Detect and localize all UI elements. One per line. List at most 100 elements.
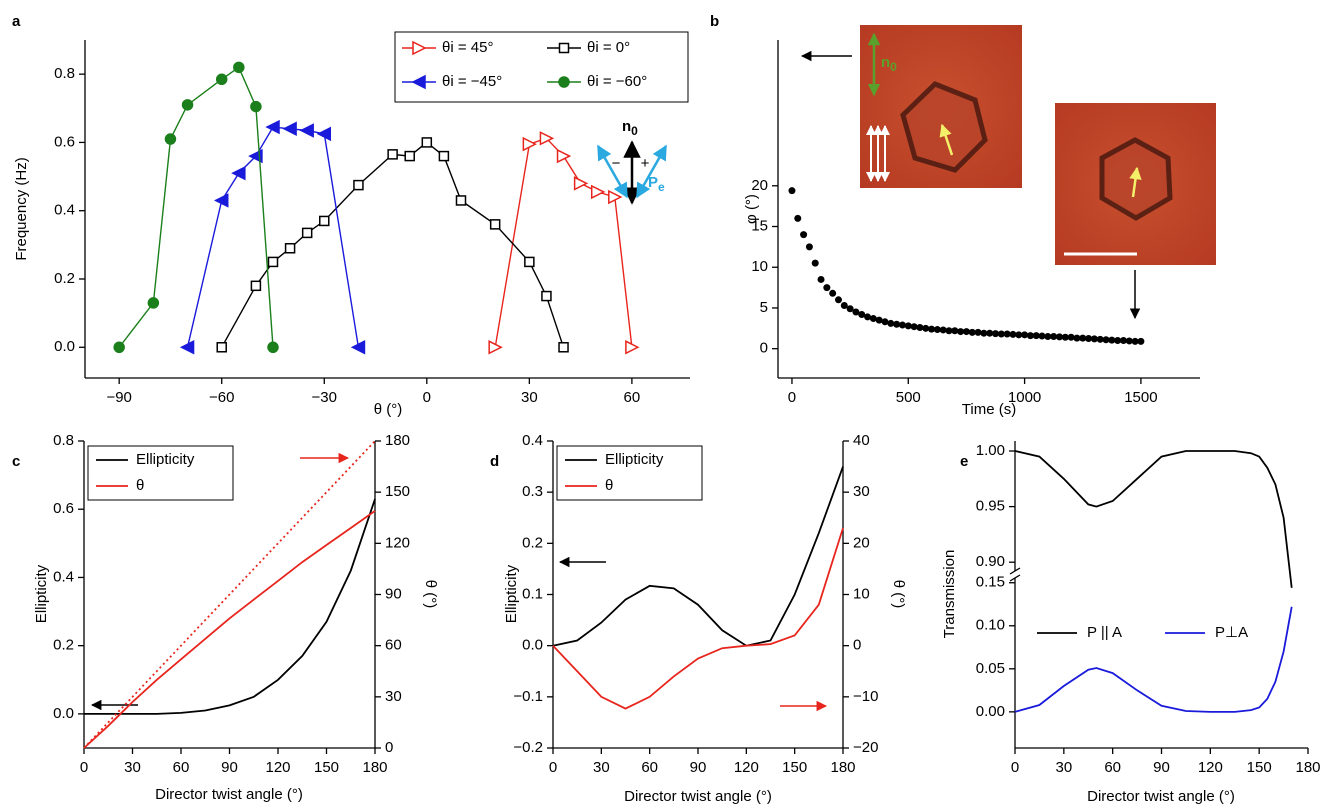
point	[1050, 332, 1058, 340]
annotation-sub: 0	[631, 124, 638, 138]
point	[164, 133, 177, 145]
point	[113, 341, 125, 354]
y-tick-label: 0.8	[54, 65, 75, 82]
point	[794, 214, 802, 222]
x-tick-label: −30	[312, 389, 337, 406]
x-tick-label: 60	[1104, 759, 1121, 776]
annotation: +	[641, 155, 650, 172]
y2-tick-label: 90	[385, 585, 402, 602]
y-tick-label: 0.90	[976, 553, 1005, 570]
point	[968, 328, 976, 336]
point	[1021, 331, 1029, 339]
panel-label: d	[490, 453, 499, 470]
point	[1137, 337, 1145, 345]
y-axis-label: Transmission	[941, 550, 958, 639]
point	[811, 259, 819, 267]
point	[181, 99, 194, 111]
y2-tick-label: 120	[385, 534, 410, 551]
point	[522, 136, 538, 152]
annotation-sub: e	[658, 180, 665, 194]
y-tick-label: 0.0	[54, 338, 75, 355]
x-tick-label: 90	[221, 759, 238, 776]
inset-diagram: n0 − + Pe	[596, 118, 668, 205]
point	[387, 149, 398, 160]
series-line	[221, 141, 565, 348]
legend-label: θi = 45°	[442, 39, 493, 56]
polarization-arrow	[635, 144, 668, 199]
y2-tick-label: 60	[385, 637, 402, 654]
point	[1032, 332, 1040, 340]
x-tick-label: 120	[1198, 759, 1223, 776]
point	[147, 297, 160, 309]
point	[524, 256, 535, 268]
point	[1119, 337, 1127, 345]
point	[980, 329, 988, 337]
x-tick-label: 150	[782, 759, 807, 776]
point	[1125, 337, 1133, 345]
x-tick-label: 30	[1055, 759, 1072, 776]
y-tick-label: 0.15	[976, 574, 1005, 591]
x-axis-label: θ (°)	[374, 401, 403, 418]
point	[840, 302, 848, 310]
point	[1067, 333, 1075, 341]
x-tick-label: 60	[624, 389, 641, 406]
y-tick-label: 0.6	[54, 133, 75, 150]
x-tick-label: 0	[549, 759, 557, 776]
y-tick-label: 0.4	[522, 432, 543, 449]
legend-label: Ellipticity	[605, 451, 664, 468]
point	[1044, 332, 1052, 340]
y-tick-label: 0.0	[53, 705, 74, 722]
y2-tick-label: 0	[385, 739, 393, 756]
point	[904, 322, 912, 330]
y-tick-label: −0.2	[513, 739, 543, 756]
point	[1038, 332, 1046, 340]
y2-tick-label: 150	[385, 483, 410, 500]
legend-label: θ	[605, 477, 613, 494]
point	[1114, 337, 1122, 345]
x-tick-label: 120	[265, 759, 290, 776]
point	[625, 340, 640, 355]
point	[404, 150, 415, 162]
y-axis-label: Ellipticity	[503, 564, 520, 623]
point	[864, 313, 872, 321]
legend-label: P⊥A	[1215, 624, 1248, 641]
point	[875, 316, 883, 324]
point	[558, 342, 569, 353]
x-tick-label: 30	[521, 389, 538, 406]
annotation: n0	[622, 118, 638, 138]
point	[590, 184, 606, 200]
x-tick-label: 1000	[1008, 389, 1041, 406]
point	[1131, 337, 1139, 345]
point	[1055, 333, 1063, 341]
point	[541, 290, 552, 302]
y2-tick-label: 40	[853, 432, 870, 449]
series-line	[1014, 450, 1293, 588]
point	[922, 324, 930, 332]
y-tick-label: 10	[751, 258, 768, 275]
point	[997, 330, 1005, 338]
legend-label: θ	[136, 477, 144, 494]
y2-tick-label: 10	[853, 585, 870, 602]
point	[951, 327, 959, 335]
legend-marker	[411, 74, 426, 90]
point	[299, 123, 314, 138]
point	[438, 150, 450, 162]
series-line	[1014, 606, 1293, 713]
x-tick-label: 0	[423, 389, 431, 406]
point	[945, 327, 953, 335]
y-tick-label: 0.2	[54, 270, 75, 287]
point	[319, 215, 330, 227]
point	[974, 328, 982, 336]
polarization-arrow	[596, 144, 629, 199]
y2-tick-label: −10	[853, 688, 878, 705]
point	[834, 296, 842, 304]
point	[250, 280, 262, 292]
y-tick-label: 0.2	[53, 637, 74, 654]
point	[881, 318, 889, 326]
orientation-arrow	[939, 123, 954, 156]
point	[179, 340, 195, 355]
y-tick-label: 0.0	[522, 637, 543, 654]
x-tick-label: −60	[209, 389, 234, 406]
x-tick-label: −90	[106, 389, 131, 406]
